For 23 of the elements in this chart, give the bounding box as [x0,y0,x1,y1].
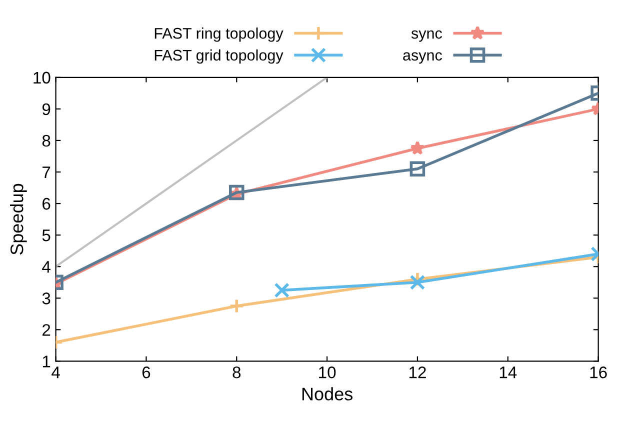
y-tick-label: 4 [42,261,50,273]
x-tick-label: 6 [142,366,150,378]
y-tick-label: 2 [42,324,50,336]
y-tick-label: 3 [42,292,50,304]
x-tick-label: 14 [500,366,517,378]
legend-label: FAST ring topology [154,28,284,42]
legend-label: sync [411,30,442,42]
y-tick-label: 6 [42,198,50,210]
y-tick-label: 8 [42,134,50,147]
x-tick-label: 16 [590,366,607,378]
y-tick-label: 5 [42,230,50,242]
x-tick-label: 12 [409,366,426,378]
x-tick-label: 8 [232,366,241,378]
x-tick-label: 10 [319,366,336,378]
y-tick-label: 7 [42,166,50,178]
x-axis-title: Nodes [302,387,352,400]
legend-label: FAST grid topology [154,49,284,64]
legend-label: async [403,52,442,64]
y-tick-label: 9 [42,103,50,116]
x-tick-label: 4 [52,366,60,378]
y-tick-label: 1 [42,356,50,368]
y-axis-title: Speedup [10,184,27,255]
y-tick-label: 10 [34,72,50,84]
